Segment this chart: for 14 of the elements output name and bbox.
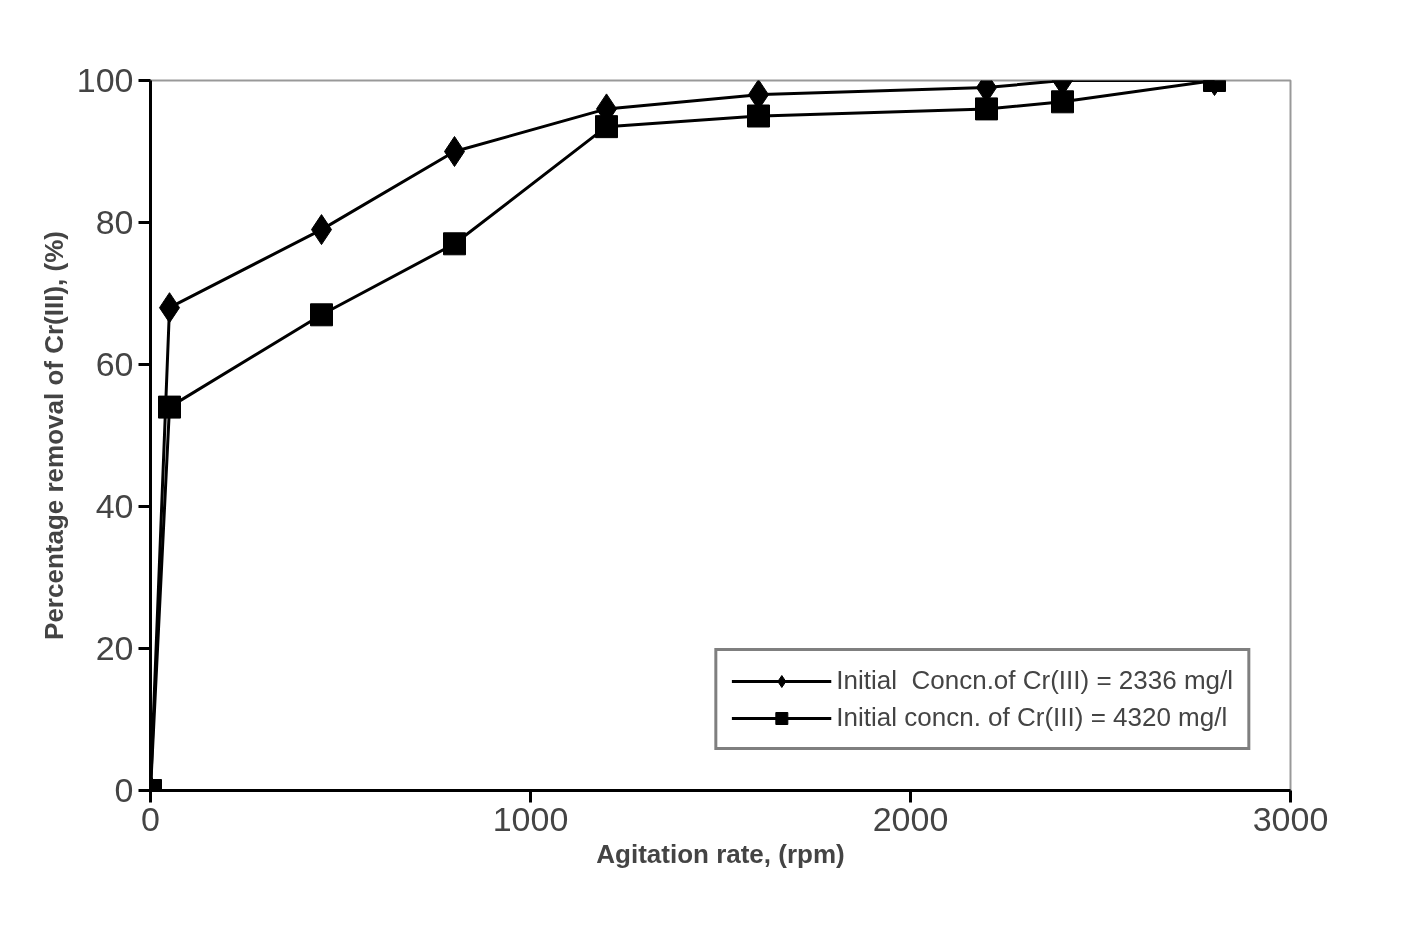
y-tick-label: 40 [95,487,134,525]
x-tick-label: 2000 [872,799,949,838]
y-tick-label: 100 [76,61,134,99]
y-tick-label: 0 [114,771,134,809]
y-tick-label: 60 [95,345,134,383]
legend-label: Initial Concn.of Cr(III) = 2336 mg/l [836,665,1233,696]
y-tick-label: 20 [95,629,134,667]
x-axis-title: Agitation rate, (rpm) [596,838,845,869]
y-tick-label: 80 [95,203,134,241]
x-tick-label: 1000 [492,799,569,838]
x-tick-label: 3000 [1252,799,1329,838]
x-tick-label: 0 [141,799,160,838]
y-axis-title: Percentage removal of Cr(III), (%) [38,231,69,640]
legend-label: Initial concn. of Cr(III) = 4320 mg/l [836,702,1228,733]
